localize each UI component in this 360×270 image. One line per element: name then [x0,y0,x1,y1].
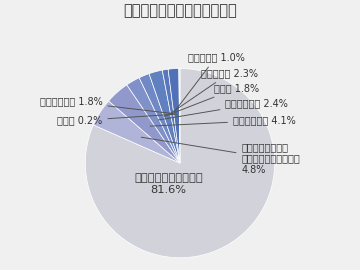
Text: 自宅では飲まない
（自宅以外では飲む）
4.8%: 自宅では飲まない （自宅以外では飲む） 4.8% [141,137,300,175]
Wedge shape [149,70,180,163]
Wedge shape [93,101,180,163]
Text: 無回答 0.2%: 無回答 0.2% [57,114,177,126]
Text: 月に２～３回 2.4%: 月に２～３回 2.4% [158,99,288,120]
Title: 自宅でスムージーを飲む頻度: 自宅でスムージーを飲む頻度 [123,3,237,18]
Wedge shape [162,69,180,163]
Text: 月に１回以下 4.1%: 月に１回以下 4.1% [150,116,296,126]
Wedge shape [179,69,180,163]
Text: 週４～５回 1.0%: 週４～５回 1.0% [174,52,244,112]
Wedge shape [168,69,180,163]
Wedge shape [85,69,275,258]
Wedge shape [139,74,180,163]
Text: ほとんど毎日 1.8%: ほとんど毎日 1.8% [40,97,174,114]
Text: スムージーは飲まない
81.6%: スムージーは飲まない 81.6% [134,173,203,195]
Wedge shape [109,85,180,163]
Wedge shape [127,78,180,163]
Text: 週１回 1.8%: 週１回 1.8% [164,83,259,117]
Text: 週２～３回 2.3%: 週２～３回 2.3% [170,68,258,114]
